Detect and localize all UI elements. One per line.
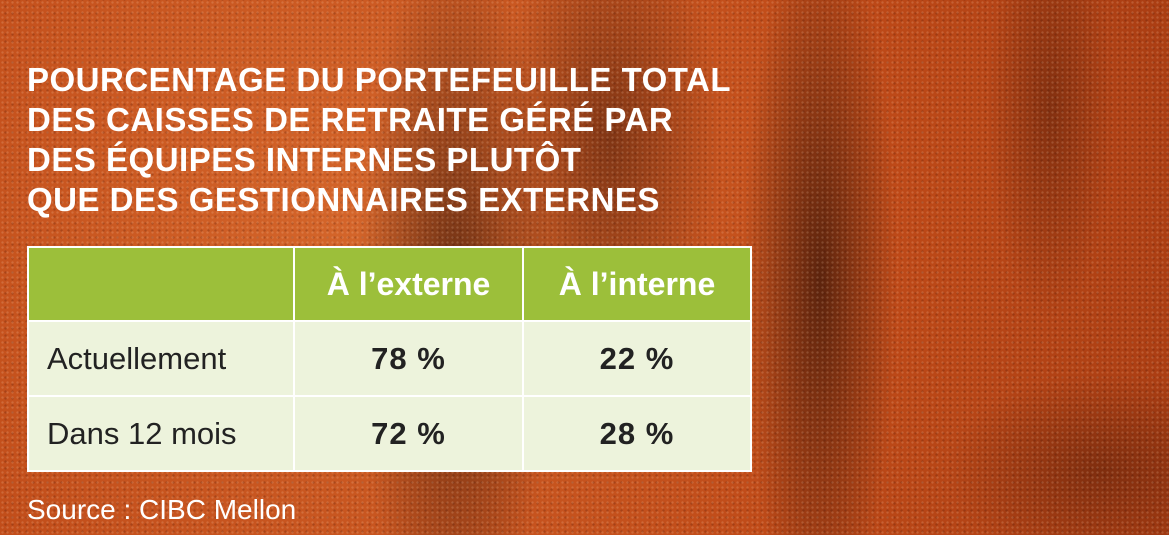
value-current-internal: 22 % <box>522 320 752 397</box>
row-label-12-months: Dans 12 mois <box>27 395 295 472</box>
title-line-1: POURCENTAGE DU PORTEFEUILLE TOTAL <box>27 61 732 98</box>
chart-title: POURCENTAGE DU PORTEFEUILLE TOTAL DES CA… <box>27 60 731 220</box>
header-corner-cell <box>27 246 295 322</box>
value-12-months-internal: 28 % <box>522 395 752 472</box>
header-internal: À l’interne <box>522 246 752 322</box>
source-note: Source : CIBC Mellon <box>27 494 297 525</box>
title-line-4: QUE DES GESTIONNAIRES EXTERNES <box>27 181 660 218</box>
table-row: Actuellement 78 % 22 % <box>27 320 752 397</box>
title-line-2: DES CAISSES DE RETRAITE GÉRÉ PAR <box>27 101 674 138</box>
table-row: Dans 12 mois 72 % 28 % <box>27 395 752 472</box>
row-label-current: Actuellement <box>27 320 295 397</box>
header-external: À l’externe <box>293 246 524 322</box>
title-line-3: DES ÉQUIPES INTERNES PLUTÔT <box>27 141 582 178</box>
value-current-external: 78 % <box>293 320 524 397</box>
data-table: À l’externe À l’interne Actuellement 78 … <box>27 246 752 472</box>
value-12-months-external: 72 % <box>293 395 524 472</box>
table-header-row: À l’externe À l’interne <box>27 246 752 322</box>
